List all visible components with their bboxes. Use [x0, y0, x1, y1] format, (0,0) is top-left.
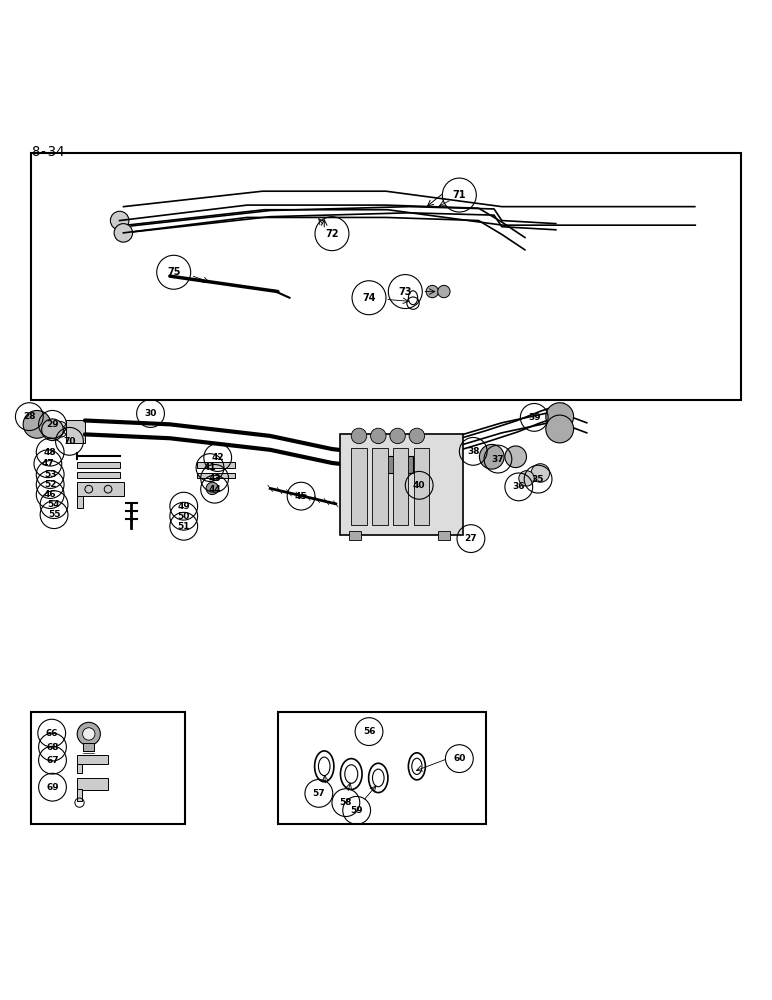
Text: 27: 27 — [465, 534, 477, 543]
Circle shape — [390, 428, 405, 444]
Circle shape — [371, 428, 386, 444]
Bar — [77, 790, 82, 801]
Circle shape — [83, 728, 95, 740]
Text: 43: 43 — [208, 474, 221, 483]
Text: 50: 50 — [178, 512, 190, 521]
Text: 74: 74 — [362, 293, 376, 303]
Text: 54: 54 — [48, 500, 60, 509]
Bar — [31, 153, 741, 400]
Text: 66: 66 — [46, 729, 58, 738]
Bar — [372, 448, 388, 525]
Circle shape — [110, 211, 129, 230]
Bar — [197, 462, 235, 468]
Circle shape — [546, 415, 574, 443]
Text: 57: 57 — [313, 789, 325, 798]
Bar — [77, 755, 108, 764]
Text: 37: 37 — [492, 455, 504, 464]
Text: 48: 48 — [44, 448, 56, 457]
Text: 69: 69 — [46, 783, 59, 792]
Bar — [77, 778, 108, 790]
Bar — [83, 743, 94, 751]
Text: 75: 75 — [167, 267, 181, 277]
Ellipse shape — [50, 426, 66, 432]
Text: 45: 45 — [295, 492, 307, 501]
Circle shape — [546, 403, 574, 431]
Bar — [77, 482, 124, 496]
Circle shape — [23, 410, 51, 438]
Bar — [77, 764, 82, 773]
Text: 42: 42 — [212, 453, 224, 462]
Text: 39: 39 — [528, 413, 540, 422]
Bar — [382, 456, 413, 473]
Bar — [77, 496, 83, 508]
Bar — [66, 420, 85, 443]
Bar — [31, 712, 185, 824]
Text: 58: 58 — [340, 798, 352, 807]
Text: 35: 35 — [532, 475, 544, 484]
Circle shape — [409, 428, 425, 444]
Circle shape — [206, 482, 218, 495]
Text: 8-34: 8-34 — [31, 145, 64, 159]
Text: 52: 52 — [44, 480, 56, 489]
Text: 59: 59 — [350, 806, 363, 815]
Text: 40: 40 — [413, 481, 425, 490]
Circle shape — [114, 224, 133, 242]
Text: 28: 28 — [23, 412, 36, 421]
Bar — [340, 434, 463, 535]
Circle shape — [42, 419, 63, 441]
Text: 53: 53 — [44, 470, 56, 479]
Bar — [414, 448, 429, 525]
Text: 70: 70 — [63, 437, 76, 446]
Bar — [197, 473, 235, 478]
Bar — [278, 712, 486, 824]
Bar — [77, 462, 120, 468]
Bar — [349, 531, 361, 540]
Circle shape — [505, 446, 527, 468]
Text: 49: 49 — [178, 502, 190, 511]
Bar — [438, 531, 450, 540]
Text: 30: 30 — [144, 409, 157, 418]
Bar — [351, 448, 367, 525]
Text: 36: 36 — [513, 482, 525, 491]
Text: 44: 44 — [208, 485, 221, 494]
Ellipse shape — [50, 431, 66, 437]
Ellipse shape — [50, 421, 66, 427]
Circle shape — [531, 464, 550, 482]
Text: 56: 56 — [363, 727, 375, 736]
Circle shape — [426, 285, 438, 298]
Bar — [393, 448, 408, 525]
Text: 60: 60 — [453, 754, 466, 763]
Text: 73: 73 — [398, 287, 412, 297]
Circle shape — [351, 428, 367, 444]
Circle shape — [77, 722, 100, 745]
Text: 55: 55 — [48, 510, 60, 519]
Text: 41: 41 — [204, 463, 216, 472]
Text: 67: 67 — [46, 756, 59, 765]
Bar — [77, 472, 120, 478]
Text: 72: 72 — [325, 229, 339, 239]
Circle shape — [438, 285, 450, 298]
Text: 71: 71 — [452, 190, 466, 200]
Text: 68: 68 — [46, 743, 59, 752]
Text: 47: 47 — [42, 459, 54, 468]
Text: 46: 46 — [44, 490, 56, 499]
Text: 38: 38 — [467, 447, 479, 456]
Text: 51: 51 — [178, 522, 190, 531]
Circle shape — [519, 471, 534, 486]
Circle shape — [479, 444, 504, 469]
Text: 29: 29 — [46, 420, 59, 429]
